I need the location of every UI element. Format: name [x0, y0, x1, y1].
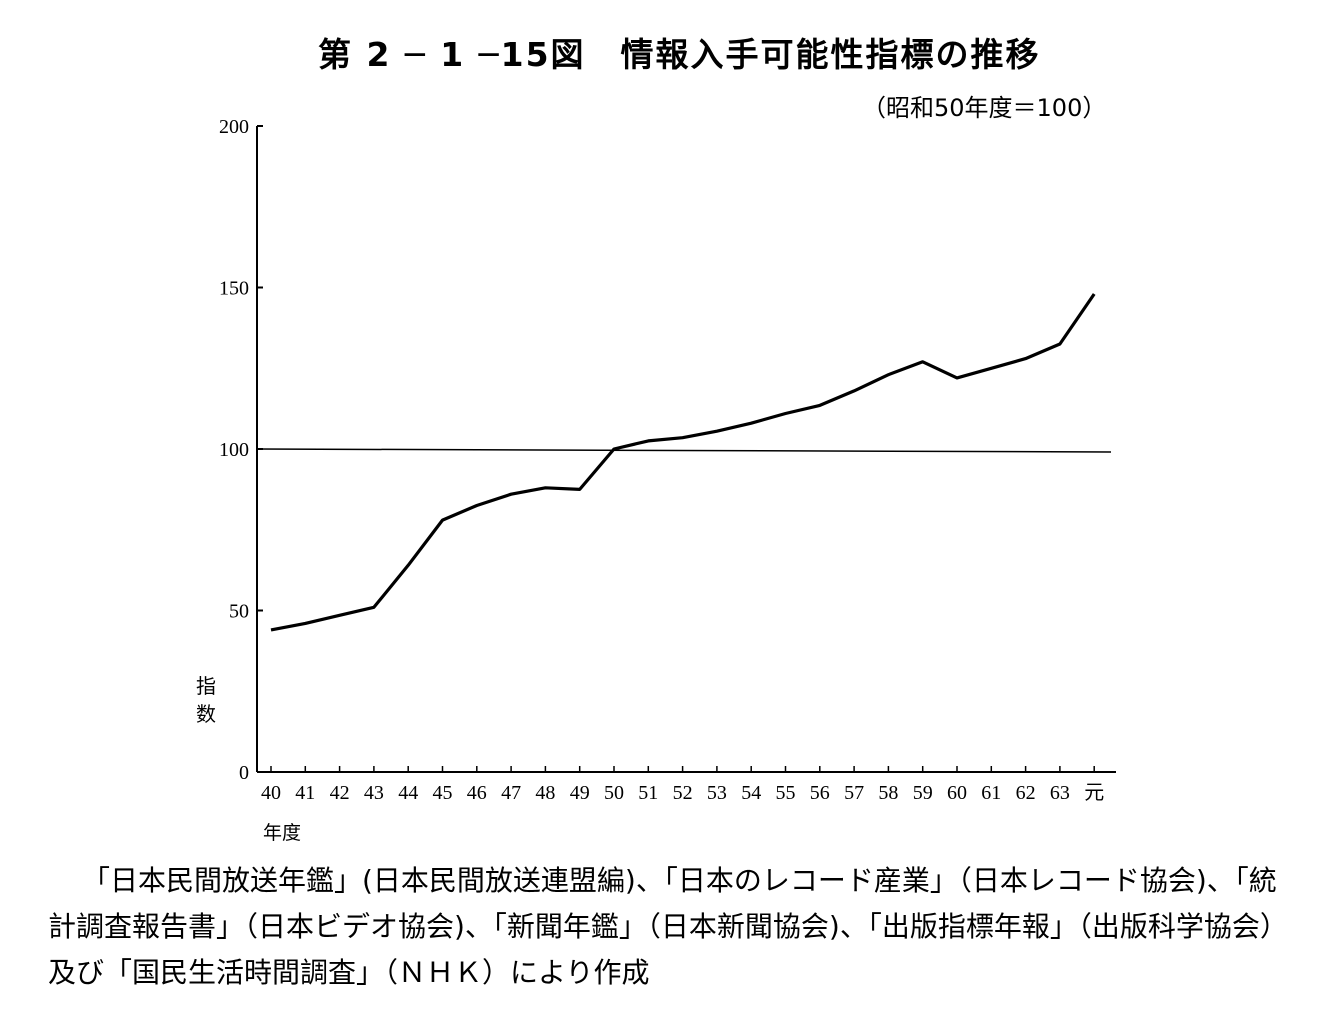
x-tick-label: 51	[638, 782, 658, 804]
x-tick-label: 44	[398, 782, 418, 804]
x-tick-label: 50	[604, 782, 624, 804]
x-tick-label: 42	[330, 782, 350, 804]
series-line	[270, 293, 1096, 632]
x-tick-label: 60	[947, 782, 967, 804]
x-tick-label: 49	[570, 782, 590, 804]
x-tick-label: 56	[810, 782, 830, 804]
x-tick-label: 63	[1050, 782, 1070, 804]
x-tick-label: 57	[844, 782, 864, 804]
y-tick-label: 100	[219, 439, 249, 461]
x-tick-label: 45	[433, 782, 453, 804]
x-tick-label: 元	[1084, 782, 1104, 804]
x-tick-label: 53	[707, 782, 727, 804]
x-tick-label: 43	[364, 782, 384, 804]
x-tick-label: 58	[878, 782, 898, 804]
x-tick-label: 47	[501, 782, 521, 804]
x-axis-label: 年度	[263, 822, 302, 844]
y-tick-label: 200	[219, 116, 249, 138]
y-tick-label: 150	[219, 278, 249, 300]
x-tick-label: 41	[295, 782, 315, 804]
x-tick-label: 52	[673, 782, 693, 804]
x-tick-label: 54	[741, 782, 761, 804]
x-tick-label: 48	[535, 782, 555, 804]
y-axis-label: 指数	[196, 674, 216, 726]
chart-title: 第 2 ─ 1 ─15図 情報入手可能性指標の推移	[318, 35, 1041, 74]
x-tick-label: 55	[776, 782, 796, 804]
y-tick-label: 50	[229, 601, 249, 623]
x-tick-label: 40	[261, 782, 281, 804]
reference-line-100	[256, 448, 1112, 453]
x-tick-label: 61	[981, 782, 1001, 804]
source-note: 「日本民間放送年鑑」(日本民間放送連盟編)、「日本のレコード産業」（日本レコード…	[48, 864, 1288, 989]
unit-note: （昭和50年度＝100）	[862, 94, 1107, 122]
y-tick-label: 0	[239, 762, 249, 784]
x-tick-label: 46	[467, 782, 487, 804]
x-tick-label: 59	[913, 782, 933, 804]
x-tick-label: 62	[1016, 782, 1036, 804]
